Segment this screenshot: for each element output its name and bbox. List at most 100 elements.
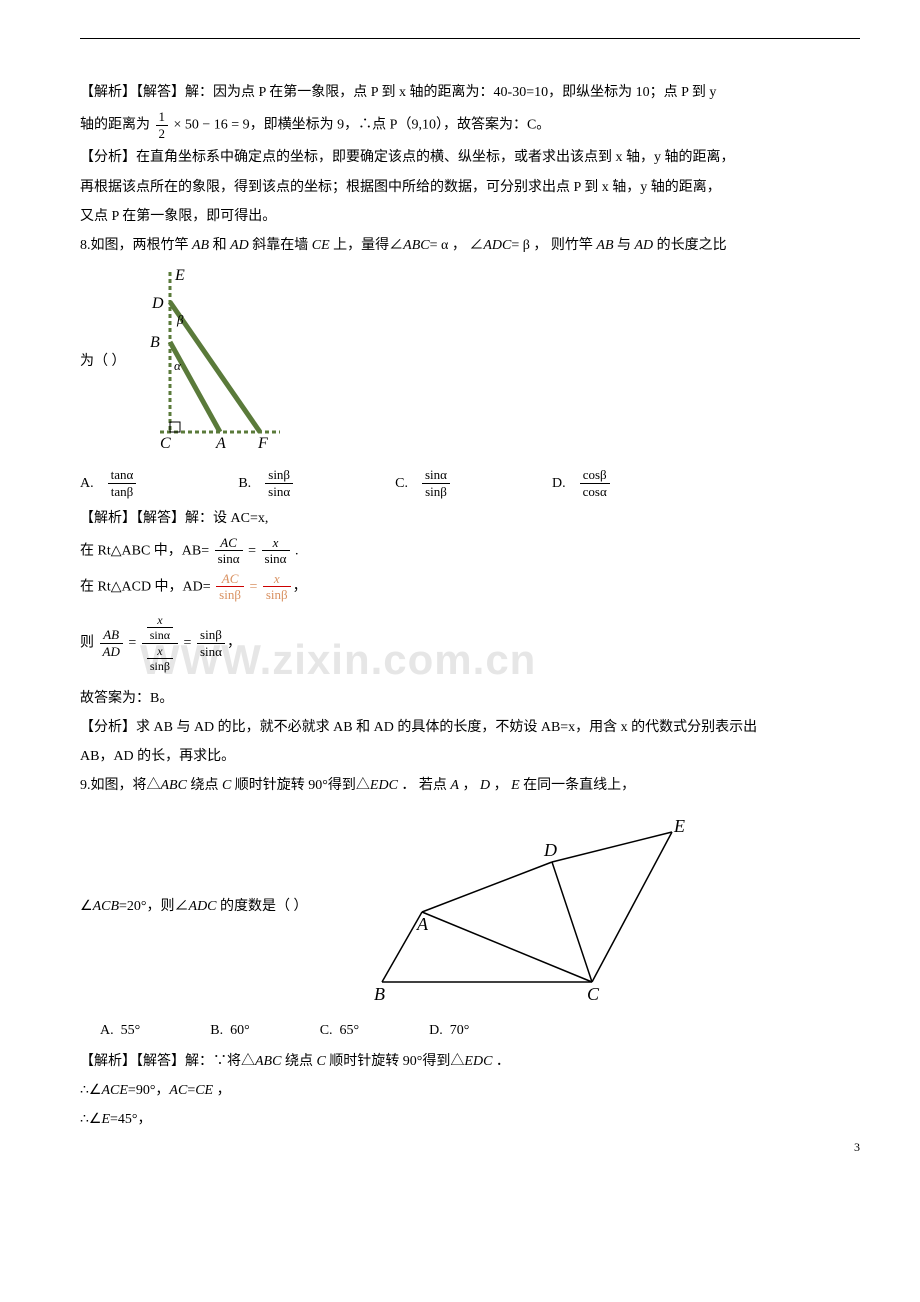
opt-label: A.: [100, 1023, 114, 1038]
text: AB，AD 的长，再求比。: [80, 749, 235, 764]
text: 为（ ）: [80, 349, 126, 374]
label-b: B: [150, 334, 160, 351]
text: 顺时针旋转 90°得到△: [326, 1054, 465, 1069]
q8-analysis-line2: AB，AD 的长，再求比。: [80, 744, 860, 769]
q7-solution-line2: 轴的距离为 12 × 50 − 16 = 9，即横坐标为 9，∴点 P（9,10…: [80, 109, 860, 141]
q8-question-line2: 为（ ） E D B C A F α: [80, 262, 860, 461]
q9-options: A. 55° B. 60° C. 65° D. 70°: [100, 1018, 860, 1043]
eq: =: [180, 636, 195, 651]
ad: AD: [230, 238, 249, 253]
label-d: D: [543, 840, 557, 860]
text: 绕点: [187, 778, 222, 793]
text: ，: [459, 778, 480, 793]
fraction: xsinα: [262, 535, 290, 567]
eq: =: [246, 579, 261, 594]
text: ．: [492, 1054, 510, 1069]
opt-label: D.: [552, 471, 566, 496]
text: 的长度之比: [653, 238, 727, 253]
q8-option-b: B. sinβsinα: [238, 467, 295, 499]
opt-label: B.: [238, 471, 251, 496]
text: 又点 P 在第一象限，即可得出。: [80, 209, 276, 224]
q9-solution-line1: 【解析】【解答】解：∵将△ABC 绕点 C 顺时针旋转 90°得到△EDC ．: [80, 1049, 860, 1074]
q8-option-c: C. sinαsinβ: [395, 467, 452, 499]
text: 如图，将△: [91, 778, 161, 793]
text: =45°，: [110, 1112, 152, 1127]
text: 与: [614, 238, 635, 253]
text: ，: [227, 636, 241, 651]
text: 【解析】【解答】解：设 AC=x,: [80, 511, 268, 526]
q9-diagram: A B C D E: [322, 802, 702, 1011]
text: = β ， 则竹竿: [511, 238, 596, 253]
c: C: [222, 778, 231, 793]
label-c: C: [160, 435, 171, 452]
analysis-label: 【分析】: [80, 720, 136, 735]
ce-line: [592, 832, 672, 982]
text: 斜靠在墙: [249, 238, 312, 253]
q9-option-c: C. 65°: [320, 1018, 359, 1043]
label-e: E: [673, 816, 685, 836]
q7-analysis-line1: 【分析】在直角坐标系中确定点的坐标，即要确定该点的横、纵坐标，或者求出该点到 x…: [80, 145, 860, 170]
text: =90°，: [128, 1083, 170, 1098]
opt-label: C.: [395, 471, 408, 496]
de-line: [552, 832, 672, 862]
a: A: [450, 778, 459, 793]
c: C: [316, 1054, 325, 1069]
text: 求 AB 与 AD 的比，就不必就求 AB 和 AD 的具体的长度，不妨设 AB…: [136, 720, 757, 735]
opt-val: 60°: [230, 1023, 250, 1038]
q7-analysis-line3: 又点 P 在第一象限，即可得出。: [80, 204, 860, 229]
text: 在同一条直线上，: [520, 778, 636, 793]
fraction: xsinβ: [263, 571, 291, 603]
text-wrap: ∠ACB=20°，则∠ADC 的度数是（ ）: [80, 894, 308, 919]
q9-number: 9.: [80, 778, 91, 793]
q8-analysis-line1: 【分析】求 AB 与 AD 的比，就不必就求 AB 和 AD 的具体的长度，不妨…: [80, 715, 860, 740]
q8-option-d: D. cosβcosα: [552, 467, 612, 499]
fraction: ACsinβ: [216, 571, 244, 603]
text: =20°，则∠: [119, 899, 189, 914]
eq: =: [125, 636, 140, 651]
text: = α ， ∠: [430, 238, 484, 253]
text: ∠: [80, 899, 93, 914]
label-a: A: [416, 914, 429, 934]
label-c: C: [587, 984, 600, 1002]
adc: ADC: [189, 899, 217, 914]
ba-line: [382, 912, 422, 982]
fraction: sinβsinα: [197, 627, 225, 659]
q7-analysis-line2: 再根据该点所在的象限，得到该点的坐标；根据图中所给的数据，可分别求出点 P 到 …: [80, 175, 860, 200]
top-rule: [80, 38, 860, 39]
opt-label: C.: [320, 1023, 333, 1038]
page-number: 3: [854, 1137, 860, 1159]
text: × 50 − 16 = 9: [170, 118, 250, 133]
edc: EDC: [370, 778, 398, 793]
q8-diagram: E D B C A F α β: [140, 262, 290, 461]
text: ∴∠: [80, 1083, 101, 1098]
e: E: [511, 778, 520, 793]
fraction: cosβcosα: [580, 467, 610, 499]
ce: CE: [195, 1083, 213, 1098]
q9-option-a: A. 55°: [100, 1018, 140, 1043]
label-alpha: α: [174, 358, 182, 373]
q9-question-line2: ∠ACB=20°，则∠ADC 的度数是（ ） A B C D E: [80, 802, 860, 1011]
q8-options: A. tanαtanβ B. sinβsinα C. sinαsinβ D. c…: [80, 467, 860, 499]
ac-line: [422, 912, 592, 982]
text: 顺时针旋转 90°得到△: [231, 778, 370, 793]
text: 则: [80, 636, 98, 651]
opt-label: B.: [210, 1023, 223, 1038]
ad-line: [422, 862, 552, 912]
text: ，: [293, 579, 307, 594]
fraction-half: 12: [156, 109, 169, 141]
text: .: [292, 543, 299, 558]
ce: CE: [312, 238, 330, 253]
opt-val: 70°: [450, 1023, 470, 1038]
text: 和: [209, 238, 230, 253]
q8-solution-line3: 在 Rt△ACD 中，AD= ACsinβ = xsinβ，: [80, 571, 860, 603]
q9-option-b: B. 60°: [210, 1018, 249, 1043]
q8-solution-line4: 则 ABAD = xsinα xsinβ = sinβsinα，: [80, 613, 860, 674]
text: 上，量得∠: [330, 238, 404, 253]
label-f: F: [257, 435, 268, 452]
q8-question-line1: 8.如图，两根竹竿 AB 和 AD 斜靠在墙 CE 上，量得∠ABC= α ， …: [80, 233, 860, 258]
label-beta: β: [176, 312, 184, 327]
opt-label: D.: [429, 1023, 443, 1038]
opt-val: 55°: [121, 1023, 141, 1038]
opt-label: A.: [80, 471, 94, 496]
q9-question-line1: 9.如图，将△ABC 绕点 C 顺时针旋转 90°得到△EDC ． 若点 A ，…: [80, 773, 860, 798]
